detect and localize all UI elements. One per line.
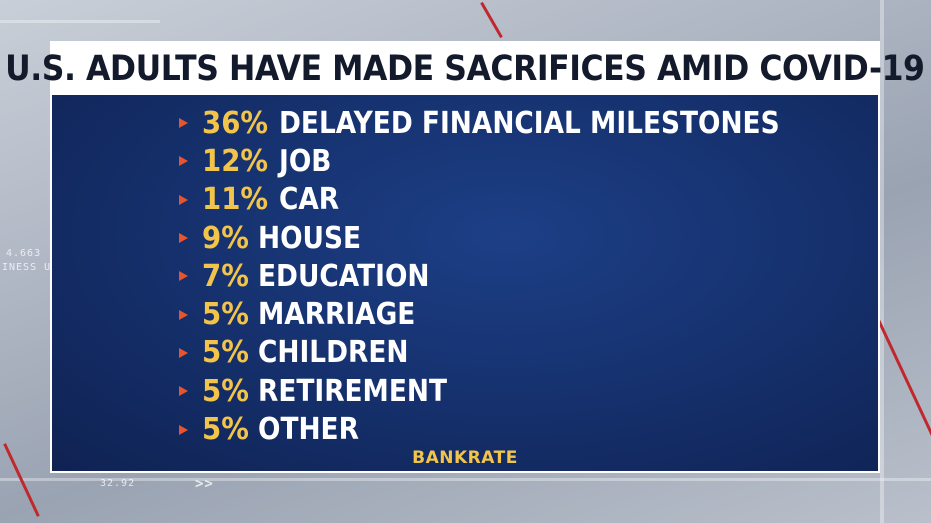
bullet-arrow-icon (179, 424, 188, 435)
item-percent: 5% (202, 412, 249, 448)
background-red-accent (480, 1, 503, 39)
sacrifice-list: 36% DELAYED FINANCIAL MILESTONES 12% JOB… (179, 104, 848, 449)
title-bar: U.S. ADULTS HAVE MADE SACRIFICES AMID CO… (5, 43, 925, 95)
background-stripe (880, 0, 884, 523)
graphic-title: U.S. ADULTS HAVE MADE SACRIFICES AMID CO… (5, 49, 925, 89)
item-percent: 5% (202, 335, 249, 371)
bullet-arrow-icon (179, 386, 188, 397)
list-item: 12% JOB (179, 142, 848, 180)
list-item: 5% MARRIAGE (179, 295, 848, 333)
item-label: EDUCATION (257, 258, 430, 294)
bullet-arrow-icon (179, 271, 188, 282)
item-percent: 5% (202, 373, 249, 409)
item-label: CHILDREN (257, 335, 409, 371)
background-ticker: INESS U (2, 262, 52, 273)
item-label: MARRIAGE (257, 297, 416, 333)
item-percent: 36% (202, 105, 269, 141)
background-stripe (0, 478, 931, 481)
bullet-arrow-icon (179, 233, 188, 244)
item-label: CAR (278, 182, 339, 218)
item-percent: 12% (202, 143, 269, 179)
background-ticker: 4.663 (6, 248, 42, 259)
background-ticker: 32.92 (100, 478, 136, 489)
bullet-arrow-icon (179, 347, 188, 358)
list-item: 11% CAR (179, 181, 848, 219)
background-stripe (0, 20, 160, 23)
bullet-arrow-icon (179, 194, 188, 205)
background-ticker-arrows: >> (195, 476, 214, 492)
bullet-arrow-icon (179, 309, 188, 320)
list-item: 7% EDUCATION (179, 257, 848, 295)
item-label: JOB (278, 143, 332, 179)
bullet-arrow-icon (179, 118, 188, 129)
list-item: 36% DELAYED FINANCIAL MILESTONES (179, 104, 848, 142)
sacrifices-graphic: U.S. ADULTS HAVE MADE SACRIFICES AMID CO… (5, 41, 925, 473)
item-label: OTHER (257, 412, 359, 448)
item-percent: 7% (202, 258, 249, 294)
list-item: 5% OTHER (179, 410, 848, 448)
bullet-arrow-icon (179, 156, 188, 167)
list-item: 9% HOUSE (179, 219, 848, 257)
item-label: HOUSE (257, 220, 361, 256)
item-percent: 9% (202, 220, 249, 256)
item-percent: 5% (202, 297, 249, 333)
item-percent: 11% (202, 182, 269, 218)
item-label: DELAYED FINANCIAL MILESTONES (278, 105, 780, 141)
list-item: 5% RETIREMENT (179, 372, 848, 410)
source-credit: BANKRATE (412, 448, 518, 468)
list-item: 5% CHILDREN (179, 334, 848, 372)
item-label: RETIREMENT (257, 373, 447, 409)
